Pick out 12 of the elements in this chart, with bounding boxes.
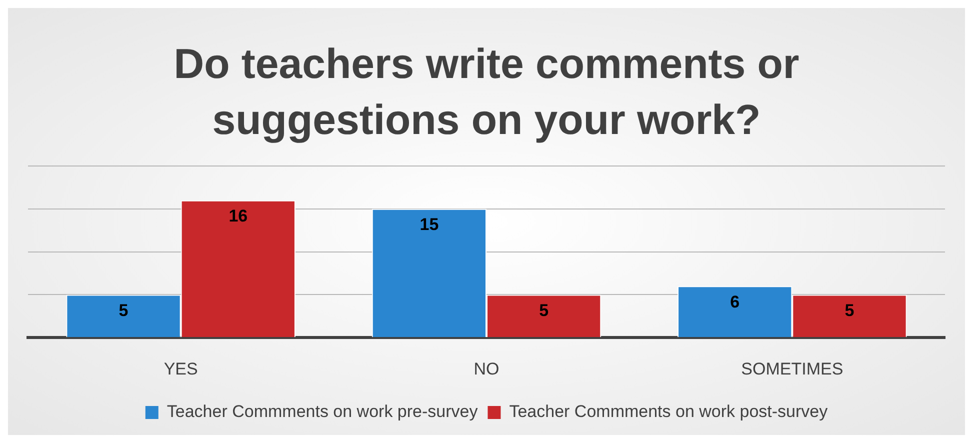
legend-label: Teacher Commments on work post-survey <box>509 402 828 422</box>
x-tick-label: SOMETIMES <box>741 359 844 378</box>
x-tick-label: NO <box>474 359 500 378</box>
x-tick-label: YES <box>164 359 198 378</box>
data-label: 15 <box>420 215 439 234</box>
data-label: 5 <box>539 300 549 320</box>
data-label: 5 <box>844 300 854 320</box>
data-label: 5 <box>118 300 128 320</box>
data-label: 6 <box>730 292 740 312</box>
legend-label: Teacher Commments on work pre-survey <box>166 402 478 422</box>
chart-title: Do teachers write comments or suggestions on your work? <box>172 39 800 145</box>
data-label: 16 <box>228 206 248 226</box>
